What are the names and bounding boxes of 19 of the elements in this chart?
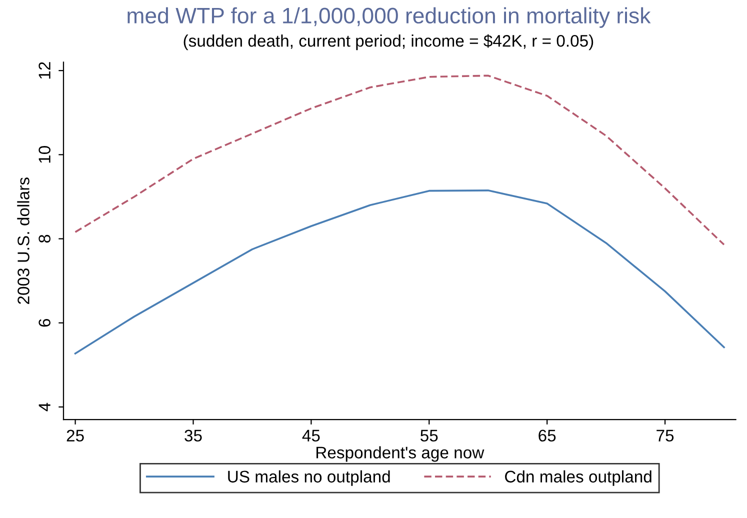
chart-subtitle: (sudden death, current period; income = $42K, r = 0.05) xyxy=(184,34,594,50)
x-tick-label: 25 xyxy=(66,430,84,442)
line-series xyxy=(74,74,725,246)
y-tick-label: 8 xyxy=(38,234,50,243)
x-tick-label: 55 xyxy=(420,430,438,442)
x-tick-label: 35 xyxy=(184,430,202,442)
y-tick-label: 6 xyxy=(38,318,50,327)
x-tick-label: 75 xyxy=(656,430,674,442)
y-tick-label: 12 xyxy=(38,62,50,79)
y-tick-label: 10 xyxy=(38,146,50,163)
y-tick-label: 4 xyxy=(38,402,50,412)
x-tick-label: 45 xyxy=(302,430,320,442)
x-tick-label: 65 xyxy=(538,430,556,442)
legend-label: Cdn males outpland xyxy=(505,470,652,486)
x-axis-title: Respondent's age now xyxy=(316,446,484,462)
chart-title: med WTP for a 1/1,000,000 reduction in mortality risk xyxy=(128,7,651,28)
line-series xyxy=(74,190,725,354)
legend-label: US males no outpland xyxy=(228,470,390,486)
y-axis-title: 2003 U.S. dollars xyxy=(17,178,30,304)
